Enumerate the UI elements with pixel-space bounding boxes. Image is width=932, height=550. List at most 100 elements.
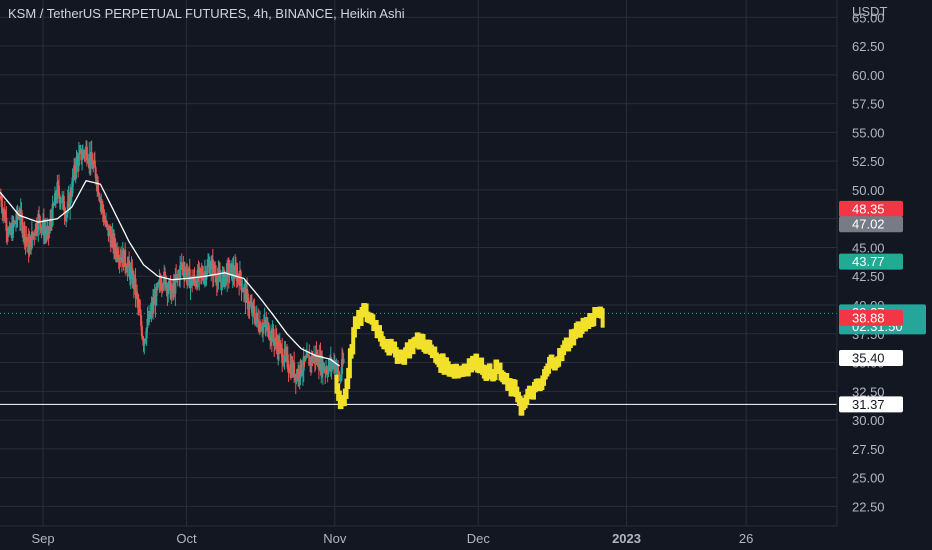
time-tick: Nov (323, 531, 347, 546)
candle-body (3, 209, 6, 221)
price-tick: 27.50 (852, 442, 885, 457)
candle-body (167, 288, 170, 295)
candle-body (146, 318, 149, 328)
candle-body (25, 237, 28, 240)
candle-body (267, 323, 270, 338)
candle-body (42, 219, 45, 236)
candle-body (38, 216, 41, 225)
candle-body (69, 191, 72, 208)
candle-body (138, 306, 141, 313)
candle-body (143, 339, 146, 346)
time-tick: 2023 (612, 531, 641, 546)
candle-body (234, 266, 237, 270)
candle-body (339, 378, 342, 380)
candle-body (327, 366, 330, 374)
candle-body (194, 279, 197, 285)
candle-body (109, 229, 112, 237)
price-badge (839, 216, 903, 233)
candle-body (206, 265, 209, 275)
candle-body (242, 287, 245, 292)
candle-body (60, 202, 63, 204)
candle-body (279, 344, 282, 346)
price-badge-label: 43.77 (852, 254, 885, 269)
chart-title: KSM / TetherUS PERPETUAL FUTURES, 4h, BI… (8, 6, 405, 21)
candle-body (39, 224, 42, 231)
time-tick: Sep (31, 531, 54, 546)
candle-body (223, 276, 226, 286)
candle-body (179, 263, 182, 266)
price-tick: 52.50 (852, 154, 885, 169)
candle-body (148, 311, 151, 323)
candle-body (124, 249, 127, 266)
candle-body (245, 288, 248, 303)
candle-body (85, 146, 88, 161)
candle-body (198, 268, 201, 279)
candle-body (33, 233, 36, 236)
candle-body (30, 231, 33, 248)
price-badge (839, 309, 903, 326)
candle-body (74, 172, 77, 174)
candle-body (66, 201, 69, 214)
candle-body (283, 349, 286, 362)
candle-body (301, 370, 304, 374)
candle-body (325, 369, 328, 373)
candle-body (275, 337, 278, 345)
candle-body (46, 229, 49, 235)
candle-body (11, 221, 14, 238)
candle-body (65, 213, 68, 218)
candle-body (103, 220, 106, 222)
candle-body (219, 274, 222, 282)
candle-body (174, 275, 177, 294)
candle-body (214, 272, 217, 275)
candle-body (203, 275, 206, 281)
candle-body (169, 280, 172, 299)
candle-body (57, 182, 60, 186)
candle-body (199, 268, 202, 270)
price-badge-label: 35.40 (852, 350, 885, 365)
candle-body (205, 274, 208, 280)
price-tick: 32.50 (852, 384, 885, 399)
price-badge (839, 396, 903, 413)
candle-body (57, 185, 60, 196)
candle-body (167, 280, 170, 289)
candle-body (93, 160, 96, 168)
candle-body (161, 285, 164, 287)
candle-body (218, 271, 221, 275)
price-tick: 42.50 (852, 269, 885, 284)
candle-body (144, 338, 147, 340)
candle-body (97, 180, 100, 194)
price-tick: 22.50 (852, 499, 885, 514)
candle-body (180, 263, 183, 265)
candle-body (340, 374, 343, 379)
candle-body (182, 264, 185, 272)
candle-body (160, 285, 163, 289)
time-tick: 26 (739, 531, 753, 546)
candle-body (234, 266, 237, 278)
candle-body (185, 269, 188, 280)
candle-body (248, 304, 251, 310)
candle-body (156, 282, 159, 288)
price-tick: 25.00 (852, 471, 885, 486)
candle-body (305, 353, 308, 358)
candle-body (7, 229, 10, 235)
candle-body (21, 217, 24, 234)
candle-body (82, 151, 85, 154)
candle-body (55, 198, 58, 200)
candle-body (337, 371, 340, 379)
candle-body (256, 313, 259, 320)
candle-body (116, 247, 119, 258)
candle-body (51, 203, 54, 226)
candle-body (259, 322, 262, 331)
candle-body (207, 264, 210, 266)
moving-average-line (0, 179, 340, 367)
candle-body (73, 165, 76, 173)
candle-body (239, 271, 242, 282)
candle-body (78, 150, 81, 154)
candle-body (106, 224, 109, 226)
time-tick: Dec (467, 531, 491, 546)
candle-body (342, 358, 345, 363)
candle-body (105, 221, 108, 225)
candle-body (274, 341, 277, 346)
candle-body (334, 362, 337, 373)
